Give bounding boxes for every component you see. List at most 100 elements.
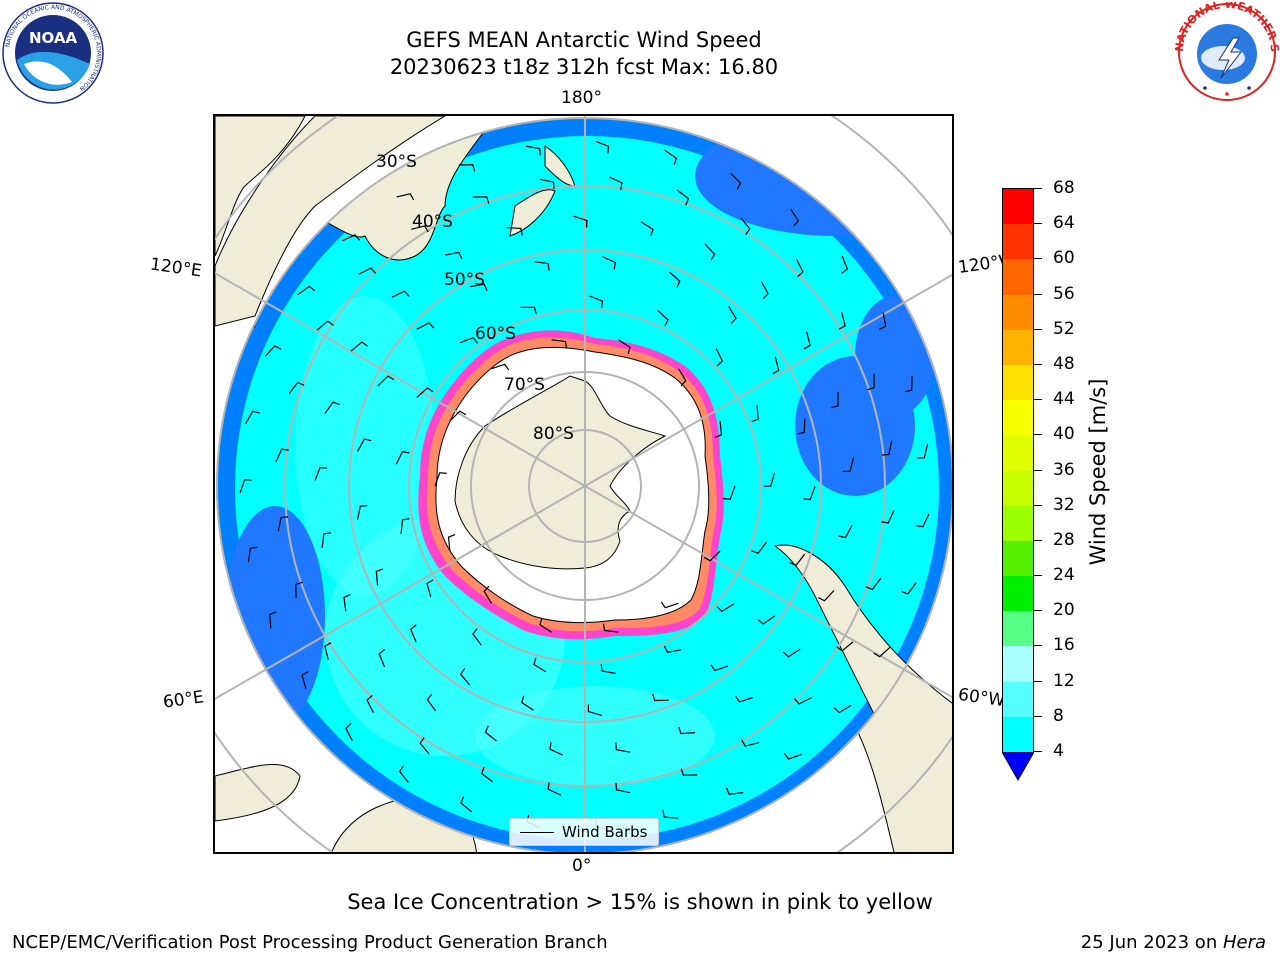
wind-barb (350, 341, 368, 352)
wind-barb (357, 438, 372, 452)
wind-barb (676, 189, 690, 206)
wind-barb (400, 518, 410, 534)
colorbar-tick-label: 32 (1053, 494, 1075, 515)
wind-barb (470, 283, 488, 291)
wind-barb (245, 410, 260, 424)
colorbar-tick (1034, 363, 1042, 365)
chart-title: GEFS MEAN Antarctic Wind Speed (406, 28, 762, 52)
map-canvas (215, 116, 952, 852)
wind-barb (803, 331, 811, 350)
wind-barb (480, 766, 494, 783)
wind-barb (444, 251, 463, 259)
wind-barb (573, 215, 588, 228)
colorbar-tick (1034, 328, 1042, 330)
footer-date-text: 25 Jun 2023 on (1080, 932, 1223, 953)
colorbar-tick (1034, 575, 1042, 577)
lon-label-60w: 60°W (956, 684, 1007, 712)
wind-barb (657, 309, 669, 327)
colorbar-tick-label: 40 (1053, 424, 1075, 445)
wind-barb (356, 505, 368, 521)
wind-barbs (239, 140, 930, 831)
footer-credit: NCEP/EMC/Verification Post Processing Pr… (12, 932, 608, 953)
graticule (215, 116, 952, 852)
wind-barb (881, 509, 895, 524)
lon-label-0: 0° (572, 856, 592, 876)
wind-barb (264, 345, 282, 357)
colorbar-tick-label: 28 (1053, 529, 1075, 550)
wind-barb (342, 234, 361, 242)
colorbar-segment (1003, 294, 1033, 331)
wind-barb (763, 472, 776, 487)
colorbar-segment (1003, 329, 1033, 366)
noaa-text: NOAA (29, 29, 78, 47)
wind-barb (449, 410, 467, 422)
colorbar-tick (1034, 751, 1042, 752)
colorbar-segment (1003, 400, 1033, 437)
wind-barb (803, 486, 816, 501)
wind-barb (426, 693, 437, 712)
wind-barb (411, 225, 429, 233)
wind-barb (715, 348, 724, 367)
wind-barb (398, 765, 409, 783)
wind-barb (366, 694, 374, 713)
colorbar-tick (1034, 645, 1042, 647)
wind-barb (817, 590, 835, 602)
wind-barb (710, 664, 729, 672)
wind-barb (751, 541, 767, 555)
wind-barb (783, 752, 802, 760)
colorbar-tick (1034, 434, 1042, 436)
wind-barb (669, 271, 681, 288)
wind-barb (378, 649, 386, 668)
lon-label-120e: 120°E (148, 254, 203, 282)
wind-barb (345, 723, 353, 742)
wind-barb (836, 641, 854, 652)
colorbar-tick (1034, 223, 1042, 225)
colorbar-tick-label: 20 (1053, 600, 1075, 621)
colorbar-segment (1003, 470, 1033, 507)
wind-barb (520, 695, 534, 711)
colorbar-tick (1034, 680, 1042, 682)
wind-barb (796, 259, 804, 278)
wind-barb (324, 642, 332, 660)
wind-barb (760, 281, 769, 300)
lat-label-30s: 30°S (376, 152, 417, 172)
wind-barb (539, 617, 552, 633)
lat-label-80s: 80°S (533, 424, 574, 444)
wind-barb (680, 768, 698, 776)
wind-barb (483, 585, 493, 604)
colorbar-label: Wind Speed [m/s] (1086, 378, 1110, 566)
lat-label-50s: 50°S (444, 270, 485, 290)
lat-label-70s: 70°S (504, 375, 545, 395)
wind-barb (730, 172, 742, 190)
colorbar-segment (1003, 364, 1033, 402)
colorbar-tick-label: 48 (1053, 353, 1075, 374)
wind-barb (725, 787, 744, 796)
wind-barb (904, 376, 913, 393)
colorbar (1002, 188, 1034, 753)
colorbar-tick (1034, 504, 1042, 506)
wind-barb (789, 553, 806, 567)
wind-barb (678, 726, 696, 735)
wind-barb (525, 145, 541, 156)
wind-barb (608, 176, 623, 190)
wind-barb (395, 450, 410, 465)
wind-barb (790, 208, 800, 227)
wind-barb (716, 603, 735, 613)
wind-barb (873, 646, 891, 658)
colorbar-segment (1003, 189, 1033, 226)
wind-barb (879, 312, 887, 330)
wind-barb-legend-line (520, 832, 554, 833)
map-legend: Wind Barbs (509, 818, 659, 846)
wind-barb (901, 582, 917, 595)
wind-barb (416, 322, 435, 330)
wind-barb (277, 516, 289, 532)
colorbar-segment (1003, 716, 1033, 753)
colorbar-segment (1003, 681, 1033, 718)
footer-host: Hera (1222, 932, 1266, 953)
lon-label-180: 180° (561, 88, 602, 108)
colorbar-tick-label: 36 (1053, 459, 1075, 480)
wind-barb (459, 668, 471, 686)
wind-barb (615, 782, 631, 794)
colorbar-segment (1003, 224, 1033, 261)
wind-barb (434, 472, 447, 487)
